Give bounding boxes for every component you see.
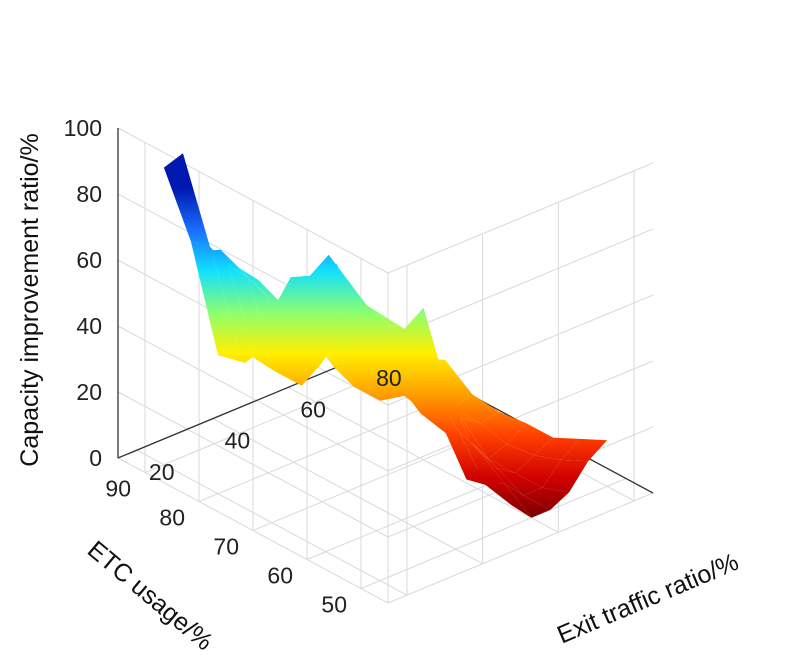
surface-patch [507,423,554,456]
surface-patch [323,339,370,371]
surface-patch [461,417,508,459]
surface-patch [239,268,286,308]
z-tick-label: 40 [76,313,102,339]
x-tick-label: 60 [300,396,326,422]
surface-patch [428,402,475,469]
surface-patch [488,444,535,474]
y-tick-label: 50 [321,592,347,618]
gridline-x [136,449,408,596]
surface-patch [477,449,524,496]
surface-patch [220,249,267,296]
surface-patch [561,438,608,462]
surface-plot [163,153,608,518]
grid-lines [117,127,654,604]
z-axis-label: Capacity improvement ratio/% [16,133,44,466]
surface-patch [163,153,210,247]
z-tick-label: 0 [89,445,102,471]
x-tick-label: 20 [149,459,175,485]
gridline-x [288,386,559,533]
y-tick-label: 90 [105,476,131,502]
tick-labels: 0 20 40 60 80 100 50 60 70 80 90 20 40 60 80 [64,115,402,618]
surface-patch [515,455,562,488]
y-tick-label: 80 [159,505,185,531]
y-tick-label: 70 [213,534,239,560]
surface-patch [523,487,570,510]
z-tick-label: 20 [76,379,102,405]
surface-patch [496,467,543,496]
surface-patch [534,437,581,460]
gridline-z [387,228,654,340]
y-tick-label: 60 [267,563,293,589]
surface-patch [217,340,264,363]
surface-patch [209,246,256,360]
z-tick-label: 60 [76,247,102,273]
gridline-z [387,492,654,604]
z-tick-label: 100 [64,115,102,141]
gridline-x [212,418,483,565]
gridline-z [387,360,654,472]
y-axis-label: ETC usage/% [82,536,218,657]
surface-patch [458,430,505,485]
gridline-z [387,162,654,274]
surface-patch [228,265,275,372]
surface-patch [453,394,500,423]
gridline-y [360,478,627,589]
x-axis-label: Exit traffic ratio/% [553,548,743,650]
surface-patch [542,459,589,493]
x-tick-label: 40 [225,428,251,454]
surface-patch [190,241,237,355]
surface-patch [480,411,527,445]
x-tick-label: 80 [376,365,402,391]
z-tick-label: 80 [76,181,102,207]
surface-patch [504,483,551,518]
